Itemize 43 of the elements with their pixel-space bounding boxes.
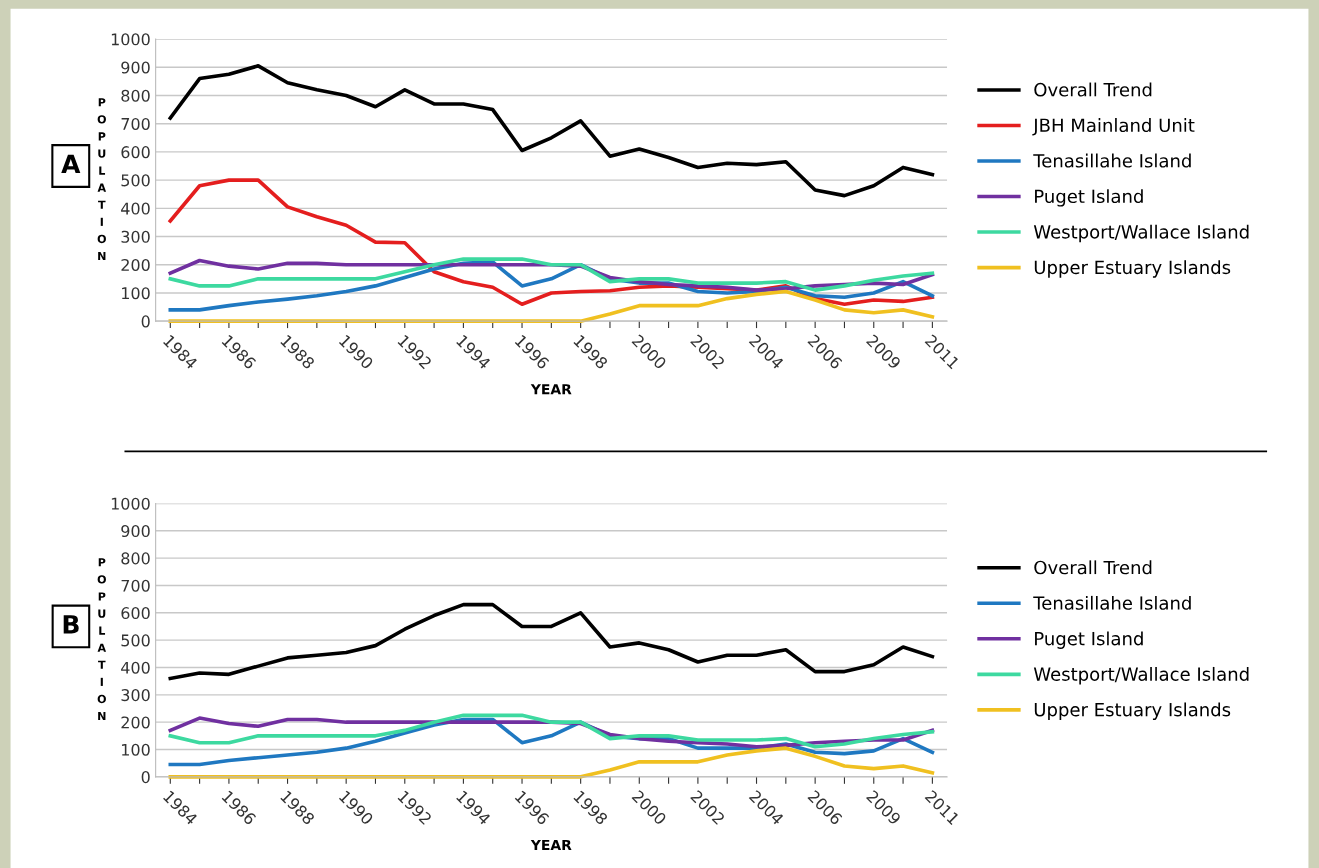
legend-label: Overall Trend: [1034, 82, 1152, 97]
y-tick-label: 900: [121, 61, 150, 74]
y-tick-label: 900: [121, 525, 150, 538]
y-tick-label: 800: [121, 552, 150, 565]
y-tick-label: 1000: [111, 497, 150, 510]
line-series: [168, 746, 935, 779]
text: POPULATION: [97, 98, 107, 261]
text: B: [63, 615, 79, 634]
y-tick-label: 1000: [111, 33, 150, 46]
y-tick-label: 300: [121, 230, 150, 243]
legend-label: Westport/Wallace Island: [1033, 224, 1249, 243]
line-series: [168, 64, 935, 198]
text: A: [61, 154, 81, 173]
y-tick-label: 600: [121, 607, 150, 620]
y-tick-label: 100: [122, 743, 150, 756]
legend-label: Tenasillahe Island: [1033, 595, 1191, 610]
y-tick-label: 300: [121, 689, 150, 702]
y-tick-label: 800: [121, 89, 150, 102]
legend-label: Upper Estuary Islands: [1034, 702, 1231, 720]
y-tick-label: 500: [121, 634, 150, 647]
y-tick-label: 600: [121, 146, 150, 159]
legend-label: JBH Mainland Unit: [1032, 118, 1195, 136]
y-tick-label: 0: [141, 315, 150, 328]
legend-label: Upper Estuary Islands: [1034, 260, 1231, 278]
x-axis-title: YEAR: [530, 384, 572, 395]
y-tick-label: 0: [141, 771, 150, 784]
y-tick-label: 500: [121, 174, 150, 187]
y-tick-label: 700: [121, 117, 150, 130]
legend-label: Puget Island: [1035, 189, 1143, 207]
legend-label: Tenasillahe Island: [1033, 153, 1191, 168]
y-tick-label: 200: [121, 258, 150, 272]
x-axis-title: YEAR: [530, 839, 572, 850]
y-tick-label: 100: [122, 287, 150, 300]
legend-label: Puget Island: [1035, 631, 1143, 649]
line-series: [168, 602, 935, 681]
y-tick-label: 400: [121, 661, 150, 674]
y-tick-label: 400: [121, 202, 150, 215]
y-tick-label: 200: [121, 716, 150, 729]
y-tick-label: 700: [121, 579, 150, 592]
legend-label: Westport/Wallace Island: [1033, 666, 1249, 685]
legend-label: Overall Trend: [1034, 560, 1152, 575]
text: POPULATION: [97, 558, 107, 721]
line-series: [168, 289, 935, 323]
